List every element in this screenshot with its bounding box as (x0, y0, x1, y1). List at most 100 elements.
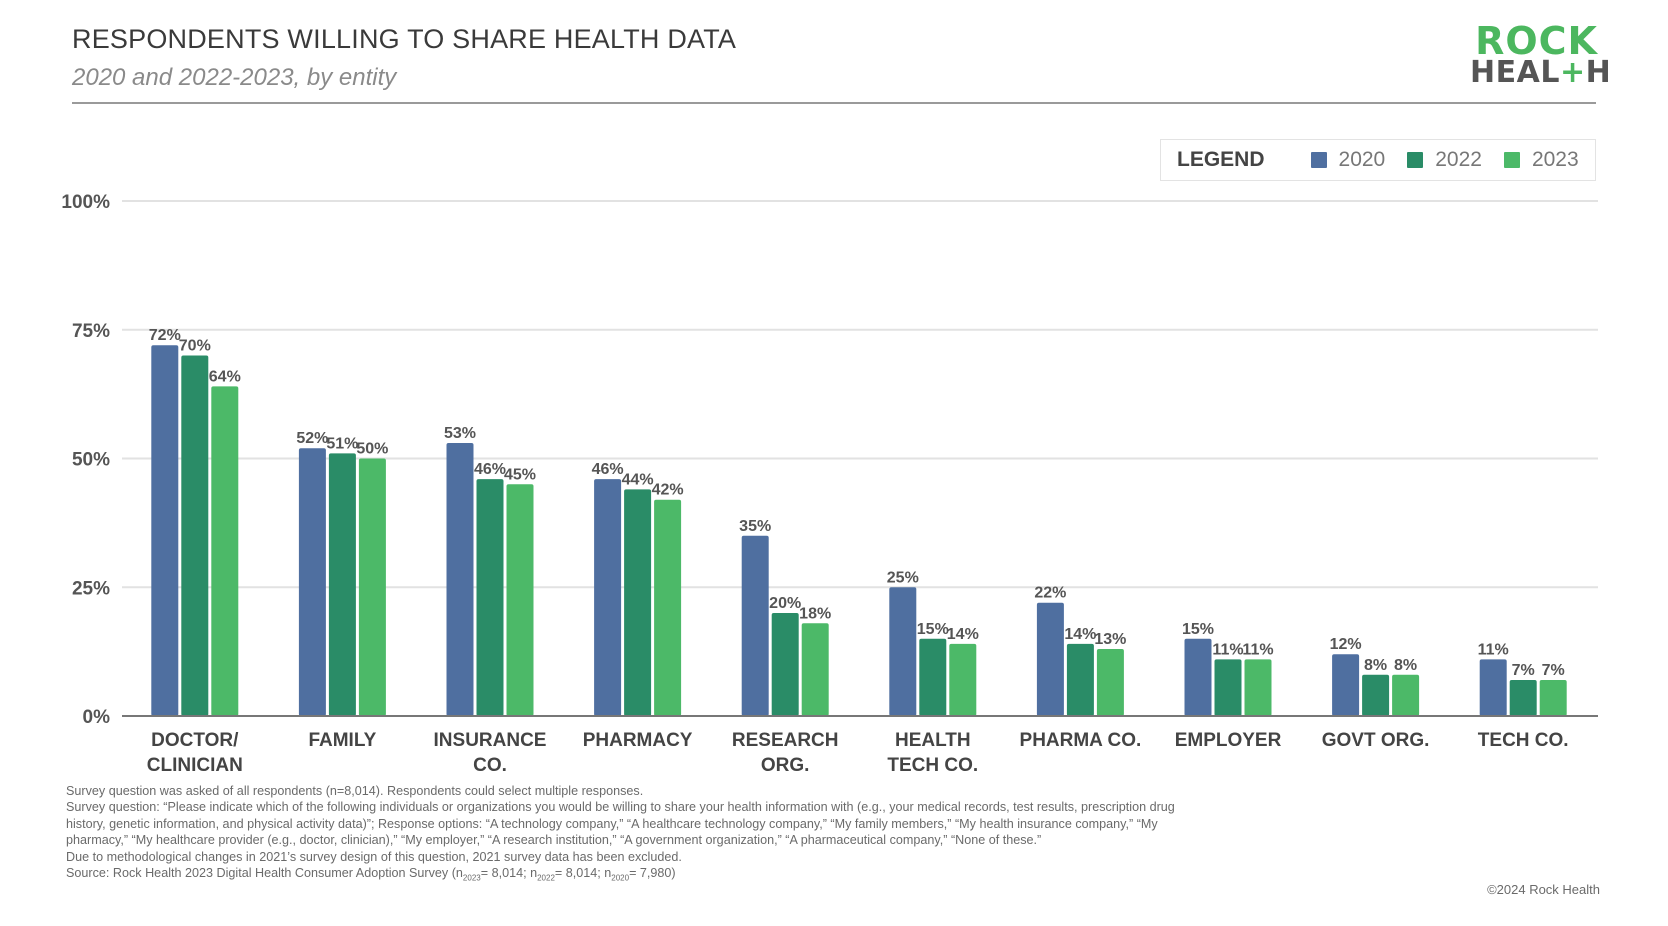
bar-2020 (594, 479, 622, 716)
footnote-survey-question: Survey question: “Please indicate which … (66, 800, 1175, 848)
legend: LEGEND 2020 2022 2023 (1160, 139, 1596, 181)
source-sub-2023: 2023 (462, 873, 481, 883)
bar-2023 (1539, 679, 1567, 716)
source-n-2023: = 8,014; n (480, 866, 538, 881)
value-label-2023: 14% (947, 626, 979, 643)
y-tick-label: 25% (72, 578, 110, 599)
logo-line-2: HEAL+H (1470, 55, 1611, 90)
bar-2020 (889, 587, 917, 716)
value-label-2022: 11% (1212, 641, 1243, 658)
bar-2023 (1244, 659, 1272, 716)
y-tick-label: 75% (72, 321, 110, 342)
bar-2022 (1509, 679, 1537, 716)
bar-2023 (211, 386, 239, 716)
bar-2020 (298, 448, 326, 716)
legend-label-2020: 2020 (1338, 148, 1386, 171)
bar-2022 (1362, 674, 1390, 716)
value-label-2022: 51% (326, 435, 358, 452)
bar-2020 (1184, 638, 1212, 716)
legend-swatch-2020 (1310, 152, 1327, 168)
logo-h: H (1585, 55, 1612, 90)
y-tick-label: 0% (83, 707, 111, 728)
value-label-2020: 25% (887, 569, 919, 586)
y-tick-label: 100% (61, 192, 110, 213)
bar-2020 (151, 345, 179, 716)
value-label-2023: 8% (1394, 657, 1417, 674)
legend-item-2022: 2022 (1407, 148, 1482, 172)
value-label-2022: 20% (769, 595, 801, 612)
bar-2022 (624, 489, 652, 716)
bar-2022 (181, 355, 209, 716)
bar-2022 (771, 613, 799, 716)
value-label-2020: 12% (1330, 636, 1362, 653)
footnotes: Survey question was asked of all respond… (66, 783, 1186, 887)
x-tick-label: INSURANCE (434, 730, 547, 751)
value-label-2022: 7% (1512, 662, 1535, 679)
x-tick-label: TECH CO. (887, 755, 978, 776)
value-label-2020: 15% (1182, 621, 1214, 638)
x-tick-label: PHARMA CO. (1020, 730, 1142, 751)
value-label-2023: 18% (799, 605, 831, 622)
x-tick-label: CLINICIAN (147, 755, 243, 776)
bar-2023 (1096, 649, 1124, 716)
bar-2020 (1332, 654, 1360, 716)
y-tick-label: 50% (72, 450, 110, 471)
bar-2023 (358, 458, 386, 716)
value-label-2020: 22% (1034, 585, 1066, 602)
source-text: Source: Rock Health 2023 Digital Health … (66, 866, 463, 881)
legend-title: LEGEND (1177, 148, 1265, 171)
value-label-2023: 50% (356, 441, 388, 458)
bar-2022 (1066, 643, 1094, 716)
bar-2020 (1036, 602, 1064, 716)
bar-2020 (1479, 659, 1507, 716)
bar-2023 (654, 499, 682, 716)
x-tick-label: DOCTOR/ (151, 730, 239, 751)
footnote-source: Source: Rock Health 2023 Digital Health … (66, 865, 1186, 887)
bar-2022 (476, 479, 504, 716)
rock-health-logo: ROCK HEAL+H (1470, 19, 1611, 90)
bar-2023 (1392, 674, 1420, 716)
logo-heal: HEAL (1470, 55, 1560, 90)
value-label-2020: 11% (1478, 641, 1509, 658)
value-label-2023: 64% (209, 368, 241, 385)
value-label-2023: 13% (1094, 631, 1126, 648)
value-label-2020: 35% (739, 518, 771, 535)
source-n-2022: = 8,014; n (554, 866, 612, 881)
source-sub-2022: 2022 (537, 873, 555, 883)
chart-title: RESPONDENTS WILLING TO SHARE HEALTH DATA (72, 24, 737, 54)
logo-line-1: ROCK (1475, 19, 1598, 63)
value-label-2022: 46% (474, 461, 506, 478)
source-sub-2020: 2020 (611, 873, 630, 883)
value-label-2022: 70% (179, 338, 211, 355)
x-tick-label: HEALTH (895, 730, 971, 751)
value-label-2023: 7% (1542, 662, 1565, 679)
value-label-2020: 52% (296, 430, 328, 447)
x-tick-label: TECH CO. (1478, 730, 1569, 751)
source-n-2020: = 7,980) (629, 866, 676, 881)
value-label-2020: 72% (149, 327, 181, 344)
bar-2020 (741, 535, 769, 716)
value-label-2023: 11% (1242, 641, 1273, 658)
legend-swatch-2022 (1407, 152, 1424, 168)
x-tick-label: FAMILY (308, 730, 376, 751)
value-label-2022: 15% (917, 621, 949, 638)
bar-2022 (919, 638, 947, 716)
footnote-respondents: Survey question was asked of all respond… (66, 784, 644, 798)
logo-plus-icon: + (1559, 55, 1586, 90)
legend-label-2022: 2022 (1435, 148, 1482, 171)
legend-swatch-2023 (1503, 152, 1520, 168)
copyright: ©2024 Rock Health (1487, 882, 1600, 897)
x-axis-ticks: DOCTOR/CLINICIAN FAMILY INSURANCE CO. PHARMA… (147, 730, 1569, 776)
bar-2022 (328, 453, 356, 716)
chart-subtitle: 2020 and 2022-2023, by entity (72, 64, 397, 91)
bar-2023 (801, 623, 829, 716)
bar-2023 (949, 643, 977, 716)
value-label-2022: 14% (1064, 626, 1096, 643)
value-label-2023: 45% (504, 466, 536, 483)
x-tick-label: PHARMACY (583, 730, 693, 751)
header-divider (72, 102, 1596, 104)
x-tick-label: EMPLOYER (1175, 730, 1282, 751)
bar-2020 (446, 443, 474, 716)
value-label-2022: 44% (622, 471, 654, 488)
bar-2023 (506, 484, 534, 716)
